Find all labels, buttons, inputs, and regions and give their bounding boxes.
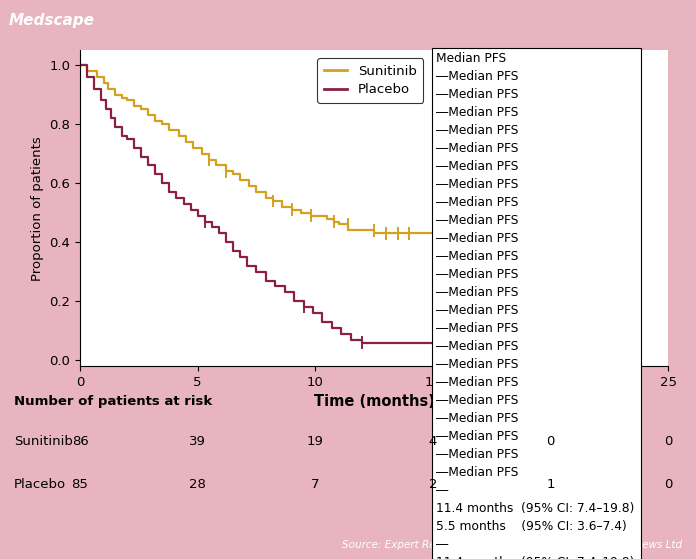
Text: 86: 86	[72, 435, 88, 448]
Text: 0: 0	[546, 435, 555, 448]
Text: Number of patients at risk: Number of patients at risk	[14, 395, 212, 408]
Text: 7: 7	[311, 479, 319, 491]
Text: 2: 2	[429, 479, 437, 491]
Text: Sunitinib: Sunitinib	[14, 435, 73, 448]
Text: Placebo: Placebo	[14, 479, 66, 491]
Legend: Sunitinib, Placebo: Sunitinib, Placebo	[317, 59, 423, 103]
Text: 0: 0	[664, 479, 672, 491]
Text: 1: 1	[546, 479, 555, 491]
Text: 28: 28	[189, 479, 206, 491]
Text: 39: 39	[189, 435, 206, 448]
Text: Source: Expert Rev Endocrinol Metab © 2010 Expert Reviews Ltd: Source: Expert Rev Endocrinol Metab © 20…	[342, 540, 682, 550]
Y-axis label: Proportion of patients: Proportion of patients	[31, 136, 44, 281]
Text: 85: 85	[72, 479, 88, 491]
Text: 4: 4	[429, 435, 437, 448]
Text: 0: 0	[664, 435, 672, 448]
Text: Medscape: Medscape	[8, 13, 95, 27]
X-axis label: Time (months): Time (months)	[314, 395, 434, 409]
Text: 19: 19	[307, 435, 324, 448]
Text: Median PFS
―Median PFS
―Median PFS
―Median PFS
―Median PFS
―Median PFS
―Median P: Median PFS ―Median PFS ―Median PFS ―Medi…	[436, 52, 636, 559]
